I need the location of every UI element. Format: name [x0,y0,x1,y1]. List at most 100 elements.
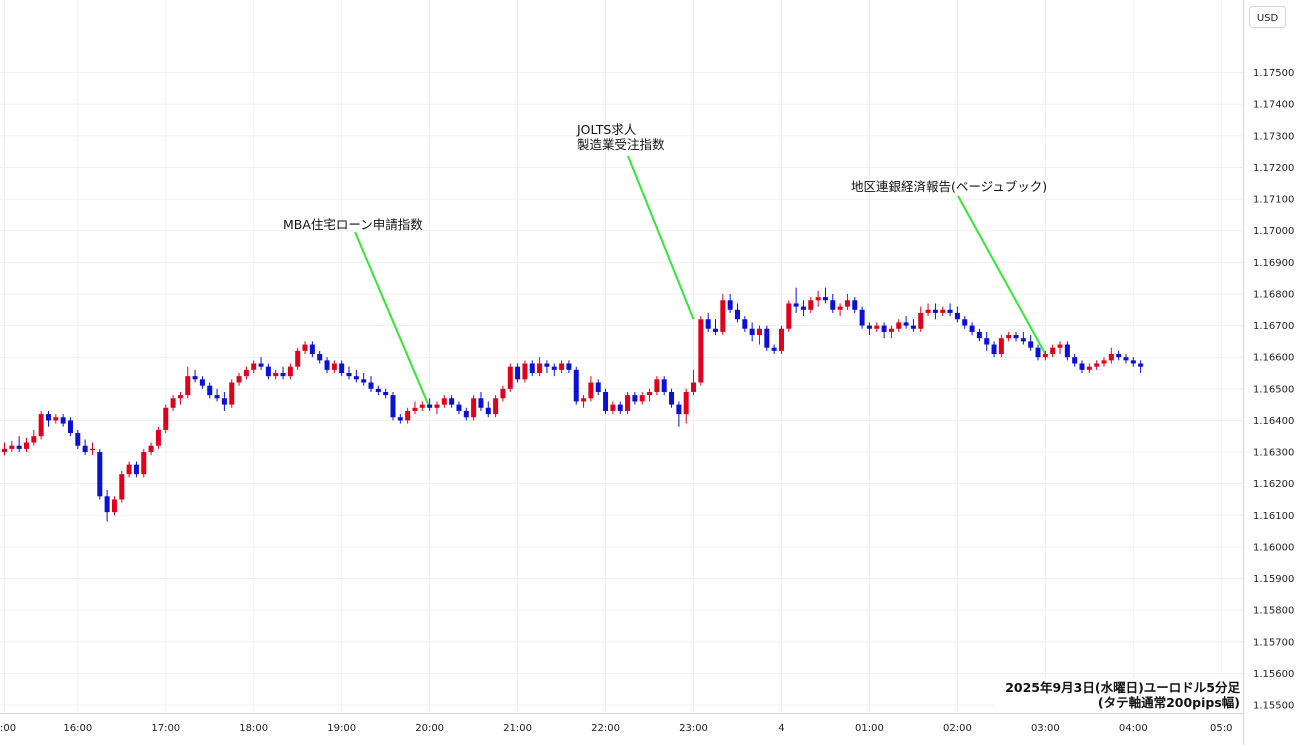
candle [852,297,858,313]
candle-body [969,325,975,332]
candle [1123,354,1129,364]
candle-body [361,379,367,383]
candle-body [669,391,675,405]
candle-body [273,373,279,377]
x-tick-label: 01:00 [855,723,884,734]
candle [1101,357,1107,367]
candle [588,376,594,402]
candle-body [456,404,462,411]
candle-body [683,391,689,415]
candle-body [698,319,704,383]
candle [954,306,960,323]
candle-body [617,404,623,411]
candle-body [559,363,565,370]
candle [581,395,587,408]
candle [1013,331,1019,342]
currency-unit-box[interactable] [1249,6,1286,28]
candle-body [221,398,227,405]
candle-body [888,328,894,332]
candle [808,297,814,313]
candle-body [925,309,931,313]
candle-body [654,379,660,392]
candle-body [302,344,308,351]
candle-body [874,325,880,329]
candle-body [280,373,286,377]
candle-body [1138,363,1144,367]
candle [1138,360,1144,373]
candle [925,303,931,317]
grid-layer [0,0,1243,713]
candle [177,391,183,405]
candle [610,401,616,415]
candle-body [82,445,88,453]
candle-body [610,404,616,411]
annotation-label: 地区連銀経済報告(ベージュブック) [851,179,1047,194]
candle [141,448,147,478]
candle [236,373,242,386]
candle-body [493,398,499,415]
candle-body [1079,363,1085,370]
candle [45,410,51,427]
candle [309,341,315,358]
candle [947,303,953,317]
candle-body [595,382,601,392]
candle-body [1116,354,1122,358]
candle-body [317,354,323,361]
candle [800,300,806,317]
candle [793,287,799,313]
candle [119,471,125,503]
candle [456,401,462,415]
candle [822,287,828,304]
candle-body [793,303,799,307]
candle-body [544,363,550,367]
candle-body [243,369,249,377]
x-tick-label: 4 [778,723,784,734]
x-tick-label: 16:00 [63,723,92,734]
candle-body [265,366,271,377]
candle-body [991,344,997,355]
candle [463,407,469,421]
candle [551,363,557,377]
candle [199,376,205,389]
candle-body [837,306,843,310]
candle [1094,360,1100,370]
candle-body [551,366,557,370]
candle [1035,344,1041,361]
candle [339,360,345,377]
candle [192,369,198,383]
candle [669,388,675,408]
candle-body [251,363,257,370]
candle [888,325,894,339]
candle [265,363,271,380]
candle-body [866,325,872,329]
candle [896,319,902,332]
candle [676,401,682,427]
candle-body [97,452,103,497]
candle [903,316,909,329]
candle-body [676,404,682,415]
candle [647,388,653,402]
candle-body [67,420,73,434]
candle-body [485,407,491,415]
candle-body [844,300,850,307]
candle-body [75,433,81,446]
candle-body [756,328,762,336]
x-tick-label: 02:00 [943,723,972,734]
candle-body [60,417,66,424]
candle [859,306,865,329]
candle [537,357,543,377]
annotation-label: MBA住宅ローン申請指数 [283,217,423,232]
candle [449,395,455,408]
annotation-line-layer [354,155,1047,409]
candle [97,448,103,500]
candle [705,312,711,332]
candle [1006,331,1012,342]
candle [756,325,762,345]
candle [837,303,843,317]
candle-body [808,300,814,310]
candle [603,388,609,415]
candle [287,363,293,380]
candle-body [581,398,587,402]
candle [361,373,367,386]
